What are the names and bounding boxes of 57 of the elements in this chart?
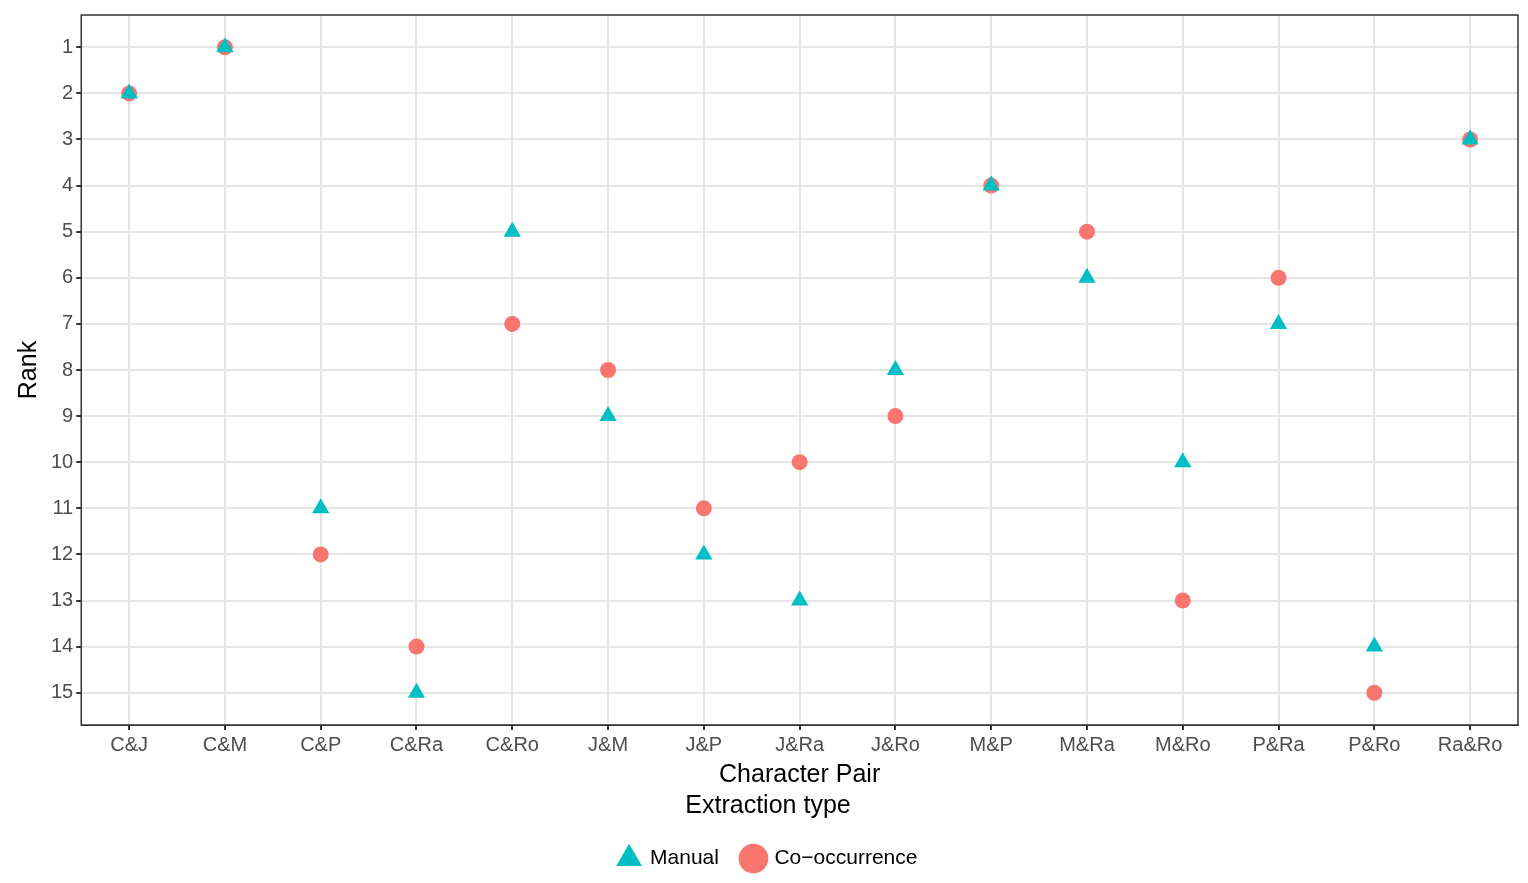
- point: [312, 498, 330, 514]
- point: [503, 221, 521, 237]
- point: [408, 638, 425, 655]
- x-tick-label: J&M: [588, 732, 629, 755]
- x-tick-label: M&Ro: [1154, 732, 1211, 755]
- point: [1366, 684, 1383, 701]
- y-tick-label: 14: [51, 634, 74, 657]
- point: [790, 590, 809, 606]
- point: [599, 406, 617, 422]
- y-tick-label: 3: [62, 127, 74, 149]
- point: [887, 408, 904, 425]
- y-tick-label: 15: [51, 680, 74, 703]
- x-tick-label: Ra&Ro: [1437, 732, 1503, 755]
- legend-label: Manual: [650, 845, 719, 869]
- y-axis-title: Rank: [12, 340, 41, 400]
- x-tick-label: C&J: [110, 732, 149, 755]
- y-tick-label: 13: [51, 588, 74, 611]
- y-tick-label: 11: [52, 495, 74, 518]
- x-tick-label: M&P: [969, 732, 1013, 755]
- x-tick-label: M&Ra: [1059, 732, 1116, 755]
- y-tick-label: 8: [62, 357, 74, 380]
- point: [312, 546, 329, 563]
- y-tick-label: 1: [62, 34, 74, 57]
- x-tick-label: C&P: [300, 732, 342, 755]
- point: [695, 500, 712, 517]
- x-tick-label: C&Ra: [389, 732, 445, 755]
- y-tick-label: 6: [62, 265, 74, 288]
- point: [1078, 267, 1096, 283]
- y-tick-label: 9: [62, 403, 74, 426]
- x-tick-label: J&Ra: [775, 732, 825, 755]
- y-tick-label: 4: [62, 173, 74, 196]
- point: [1270, 269, 1287, 286]
- legend-label: Co−occurrence: [774, 845, 918, 869]
- x-tick-label: J&Ro: [870, 732, 920, 755]
- x-axis-title: Character Pair: [719, 758, 881, 787]
- y-tick-label: 12: [51, 541, 74, 564]
- point: [1078, 223, 1095, 240]
- legend-title: Extraction type: [685, 790, 851, 819]
- point: [1174, 452, 1192, 468]
- point: [791, 454, 808, 471]
- y-tick-label: 5: [62, 219, 74, 242]
- y-tick-label: 10: [51, 449, 74, 472]
- y-tick-label: 7: [62, 311, 74, 334]
- x-tick-label: P&Ra: [1252, 732, 1306, 755]
- y-tick-label: 2: [62, 80, 74, 103]
- point: [886, 360, 905, 375]
- x-tick-label: C&M: [202, 732, 248, 755]
- point: [504, 315, 521, 332]
- point: [600, 362, 617, 378]
- x-tick-label: J&P: [685, 732, 723, 755]
- point: [407, 682, 426, 698]
- x-tick-label: C&Ro: [485, 732, 539, 755]
- point: [695, 544, 713, 560]
- point: [1365, 636, 1383, 652]
- point: [1174, 592, 1191, 609]
- point: [1269, 313, 1288, 329]
- x-tick-label: P&Ro: [1348, 732, 1401, 755]
